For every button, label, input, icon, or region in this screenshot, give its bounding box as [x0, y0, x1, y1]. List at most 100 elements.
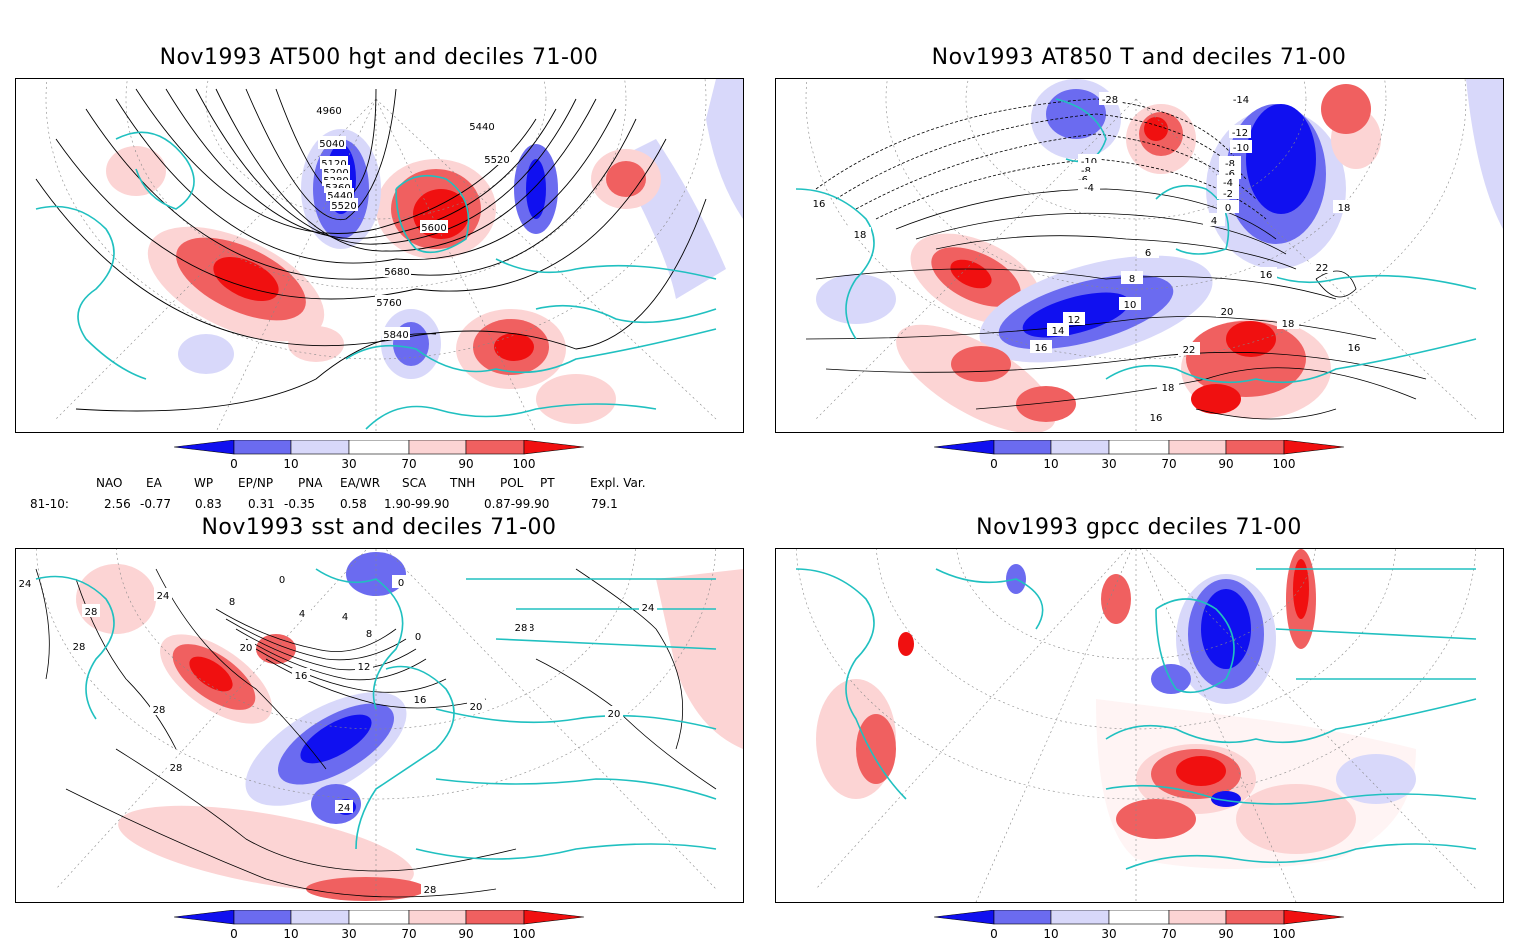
index-header: EA [146, 476, 162, 490]
index-value: -0.35 [284, 497, 316, 511]
contour-label: 24 [157, 591, 170, 602]
contour-label: 24 [338, 803, 351, 814]
contour-label: -2 [1223, 189, 1233, 200]
colorbar-tick: 10 [1043, 927, 1059, 941]
contour-label: 8 [1129, 274, 1135, 285]
contour-label: 5520 [484, 155, 509, 166]
contour-label: 0 [279, 575, 285, 586]
colorbar-tick: 70 [401, 457, 417, 471]
contour-label: 18 [1338, 203, 1351, 214]
index-header: WP [194, 476, 214, 490]
map-t850-svg: -14 -12 -10 -8 -6 -4 -2 0 4 6 8 10 12 14… [795, 79, 1503, 432]
contour-label: 8 [229, 597, 235, 608]
colorbar-tick: 100 [1272, 927, 1296, 941]
contour-label: 5120 [321, 159, 346, 170]
colorbar-tick: 100 [512, 927, 536, 941]
index-value: 0.83 [195, 497, 222, 511]
contour-label: 5040 [319, 139, 344, 150]
contour-label: 28 [170, 763, 183, 774]
colorbar-tick: 30 [341, 927, 357, 941]
colorbar-tick: 10 [283, 457, 299, 471]
colorbar-swatches [174, 440, 585, 455]
contour-label: -8 [1081, 166, 1091, 177]
contour-label: 20 [1221, 307, 1234, 318]
index-header: Expl. Var. [590, 476, 646, 490]
index-value: 79.1 [591, 497, 618, 511]
contour-label: 10 [1124, 300, 1137, 311]
colorbar-t850: 0 10 30 70 90 100 [934, 440, 1354, 476]
contour-label: 5520 [331, 201, 356, 212]
contour-label: 16 [1260, 270, 1273, 281]
contour-label: 24 [19, 579, 32, 590]
colorbar-tick: 90 [1218, 457, 1234, 471]
colorbar-tick: 0 [990, 927, 998, 941]
index-header: PT [540, 476, 555, 490]
map-sst-svg: 24 28 28 24 0 8 4 0 4 8 20 16 12 16 20 2… [16, 549, 743, 902]
contour-label: 0 [1225, 203, 1231, 214]
colorbar-tick: 90 [1218, 927, 1234, 941]
colorbar-hgt500: 0 10 30 70 90 100 [174, 440, 594, 476]
contour-label: 12 [1068, 315, 1081, 326]
contour-label: 20 [240, 643, 253, 654]
contour-label: 4 [299, 609, 305, 620]
colorbar-swatches [174, 910, 585, 925]
index-header: POL [500, 476, 524, 490]
colorbar-tick: 30 [1101, 457, 1117, 471]
contour-label: 22 [1183, 345, 1196, 356]
contour-label: -10 [1233, 143, 1249, 154]
contour-label: 16 [813, 199, 826, 210]
colorbar-tick: 30 [1101, 927, 1117, 941]
index-row-label: 81-10: [30, 497, 69, 511]
colorbar-tick: 10 [283, 927, 299, 941]
map-panel-sst: 24 28 28 24 0 8 4 0 4 8 20 16 12 16 20 2… [15, 548, 744, 903]
contour-label: 16 [1035, 343, 1048, 354]
contour-label: 20 [470, 702, 483, 713]
contour-label: 28 [85, 607, 98, 618]
contour-label: -8 [1225, 159, 1235, 170]
contour-label: 28 [424, 885, 437, 896]
colorbar-tick: 0 [230, 927, 238, 941]
contour-label: -28 [1102, 95, 1118, 106]
colorbar-tick: 10 [1043, 457, 1059, 471]
colorbar-tick: 90 [458, 457, 474, 471]
contour-label: 16 [1348, 343, 1361, 354]
map-panel-t850: -14 -12 -10 -8 -6 -4 -2 0 4 6 8 10 12 14… [775, 78, 1504, 433]
contour-label: 5680 [384, 267, 409, 278]
index-value: 0.87-99.90 [484, 497, 550, 511]
index-header: TNH [450, 476, 476, 490]
contour-label: 28 [515, 623, 528, 634]
contour-label: 4960 [316, 106, 341, 117]
contour-label: -14 [1233, 95, 1249, 106]
colorbar-swatches [934, 910, 1345, 925]
colorbar-tick: 70 [401, 927, 417, 941]
map-hgt500-svg: 4960 5040 5120 5200 5280 5360 5440 5520 … [16, 79, 743, 432]
colorbar-tick: 0 [230, 457, 238, 471]
contour-label: 4 [1211, 216, 1217, 227]
contour-label: 16 [295, 671, 308, 682]
contour-label: 28 [153, 705, 166, 716]
contour-label: -10 [1081, 157, 1097, 168]
contour-label: 18 [1282, 319, 1295, 330]
map-gpcc-svg [795, 549, 1477, 902]
contour-label: 5760 [376, 298, 401, 309]
contour-label: 16 [1150, 413, 1163, 424]
colorbar-tick: 70 [1161, 457, 1177, 471]
index-value: 2.56 [104, 497, 131, 511]
map-panel-gpcc [775, 548, 1504, 903]
index-header: EP/NP [238, 476, 274, 490]
index-header: EA/WR [340, 476, 381, 490]
colorbar-tick: 30 [341, 457, 357, 471]
contour-label: 5600 [421, 223, 446, 234]
colorbar-tick: 0 [990, 457, 998, 471]
colorbar-sst: 0 10 30 70 90 100 [174, 910, 594, 946]
panel-title-sst: Nov1993 sst and deciles 71-00 [201, 515, 557, 540]
index-value: 0.31 [248, 497, 275, 511]
contour-label: 24 [642, 603, 655, 614]
index-header: PNA [298, 476, 323, 490]
colorbar-swatches [934, 440, 1345, 455]
map-panel-hgt500: 4960 5040 5120 5200 5280 5360 5440 5520 … [15, 78, 744, 433]
index-value: -0.77 [140, 497, 172, 511]
colorbar-tick: 70 [1161, 927, 1177, 941]
contour-label: 5440 [469, 122, 494, 133]
panel-title-hgt500: Nov1993 AT500 hgt and deciles 71-00 [159, 45, 599, 70]
